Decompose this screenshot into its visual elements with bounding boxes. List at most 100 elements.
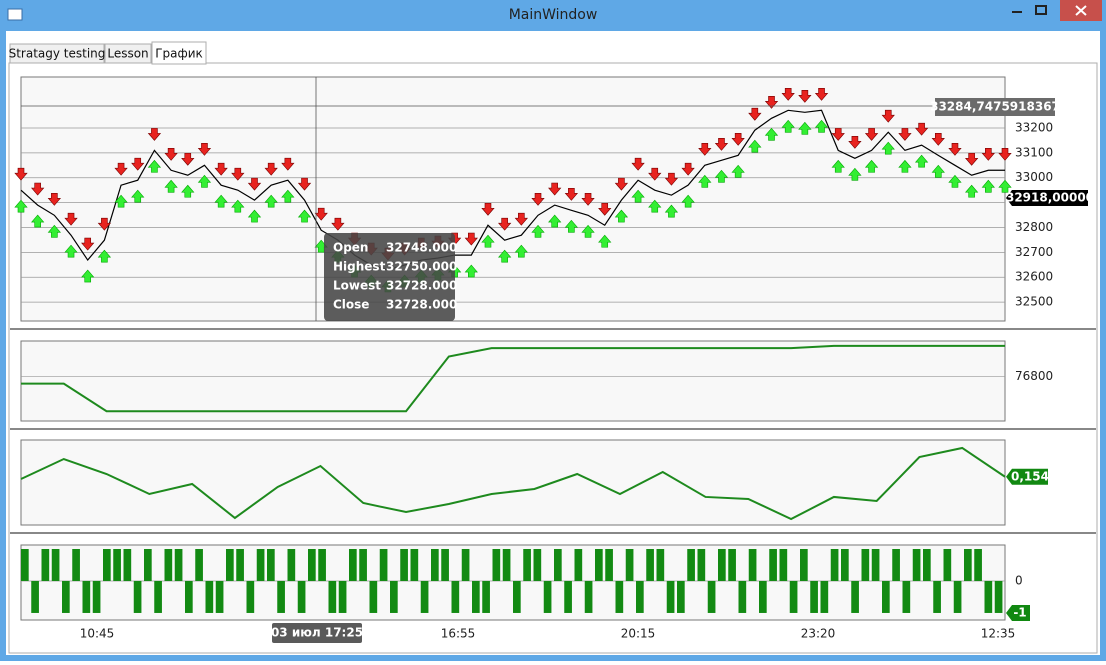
tooltip-value: 32748.000 <box>386 241 457 255</box>
maximize-button[interactable] <box>1035 5 1047 15</box>
buy-signal <box>948 174 962 188</box>
sell-signal <box>464 232 478 246</box>
tooltip-key: Highest <box>333 260 386 274</box>
buy-signal <box>231 199 245 213</box>
position-bar <box>410 548 419 581</box>
y-tick-label: 32600 <box>1015 270 1053 284</box>
x-tick-label: 20:15 <box>621 627 656 641</box>
tab-label[interactable]: График <box>155 47 203 61</box>
buy-signal <box>581 224 595 238</box>
buy-signal <box>47 224 62 238</box>
buy-signal <box>781 119 795 133</box>
position-bar <box>482 580 490 613</box>
tab[interactable] <box>104 43 152 64</box>
position-bar <box>246 580 255 613</box>
buy-signal <box>164 179 178 193</box>
position-bar <box>359 548 367 581</box>
buy-signal <box>914 154 929 168</box>
x-tick-label: 10:45 <box>80 627 115 641</box>
buy-signal <box>714 169 729 183</box>
position-bar <box>994 580 1003 613</box>
app-icon <box>7 8 23 21</box>
position-bar <box>41 548 50 581</box>
buy-signal <box>631 189 645 203</box>
position-bar <box>123 548 132 581</box>
position-bar <box>379 548 388 581</box>
sell-signal <box>764 95 779 109</box>
sell-signal <box>14 167 28 181</box>
position-bar <box>789 580 798 613</box>
x-tick-label: 12:35 <box>981 627 1016 641</box>
buy-signal <box>731 164 745 178</box>
position-bar <box>318 548 326 581</box>
chart-panel <box>20 439 1006 526</box>
position-bar <box>82 580 91 613</box>
position-bar <box>21 548 29 581</box>
position-bar <box>810 580 818 613</box>
buy-signal <box>97 249 112 263</box>
position-bar <box>718 548 726 581</box>
sell-signal <box>164 147 178 161</box>
sell-signal <box>914 122 929 136</box>
position-bar <box>533 548 542 581</box>
buy-signal <box>114 194 128 208</box>
position-bar <box>328 580 337 613</box>
tooltip-key: Close <box>333 298 369 312</box>
position-bar <box>902 580 911 613</box>
last-price-box <box>1006 190 1088 206</box>
buy-signal <box>214 194 228 208</box>
position-bar <box>441 548 449 581</box>
position-bar <box>256 548 265 581</box>
buy-signal <box>798 121 812 135</box>
sell-signal <box>197 142 212 156</box>
buy-signal <box>247 209 262 223</box>
sell-signal <box>114 162 128 176</box>
sell-signal <box>714 138 729 151</box>
last-value-box <box>1006 604 1030 621</box>
sell-signal <box>998 147 1012 161</box>
sell-signal <box>147 128 162 141</box>
tab-label[interactable]: Lesson <box>107 47 148 61</box>
sell-signal <box>581 192 595 206</box>
buy-signal <box>481 234 495 248</box>
position-bar <box>871 548 880 581</box>
price-line <box>20 109 1005 271</box>
tab[interactable] <box>151 41 207 65</box>
sell-signal <box>314 207 328 221</box>
tab[interactable] <box>9 43 105 64</box>
position-bar <box>51 548 60 581</box>
position-bar <box>236 548 244 581</box>
y-tick-label: 0 <box>1015 573 1023 587</box>
position-bar <box>584 580 593 613</box>
y-tick-label: 33200 <box>1015 120 1053 134</box>
sell-signal <box>214 162 228 176</box>
buy-signal <box>831 159 845 173</box>
position-bar <box>953 580 962 613</box>
sell-signal <box>864 128 879 141</box>
position-bar <box>779 548 788 581</box>
window-title: MainWindow <box>509 7 598 23</box>
sell-signal <box>564 188 579 201</box>
buy-signal <box>31 214 45 228</box>
sell-signal <box>981 147 995 161</box>
tooltip-value: 32750.000 <box>386 260 457 274</box>
position-bar <box>420 580 429 613</box>
position-bar <box>287 548 296 581</box>
last-value-label: -1 <box>1013 605 1026 619</box>
tab-label[interactable]: Stratagy testing <box>9 47 106 61</box>
position-bar <box>277 580 285 613</box>
position-bar <box>185 580 193 613</box>
position-bar <box>472 580 480 613</box>
buy-signal <box>514 244 528 258</box>
position-bar <box>759 580 767 613</box>
position-bar <box>400 548 408 581</box>
buy-signal <box>681 194 695 208</box>
position-bar <box>154 580 162 613</box>
last-value-label: 0,154 <box>1011 469 1049 483</box>
sell-signal <box>47 192 62 206</box>
position-bar <box>226 548 234 581</box>
buy-signal <box>281 189 295 203</box>
position-bar <box>164 548 173 581</box>
tooltip-key: Open <box>333 241 368 255</box>
position-bar <box>205 580 214 613</box>
